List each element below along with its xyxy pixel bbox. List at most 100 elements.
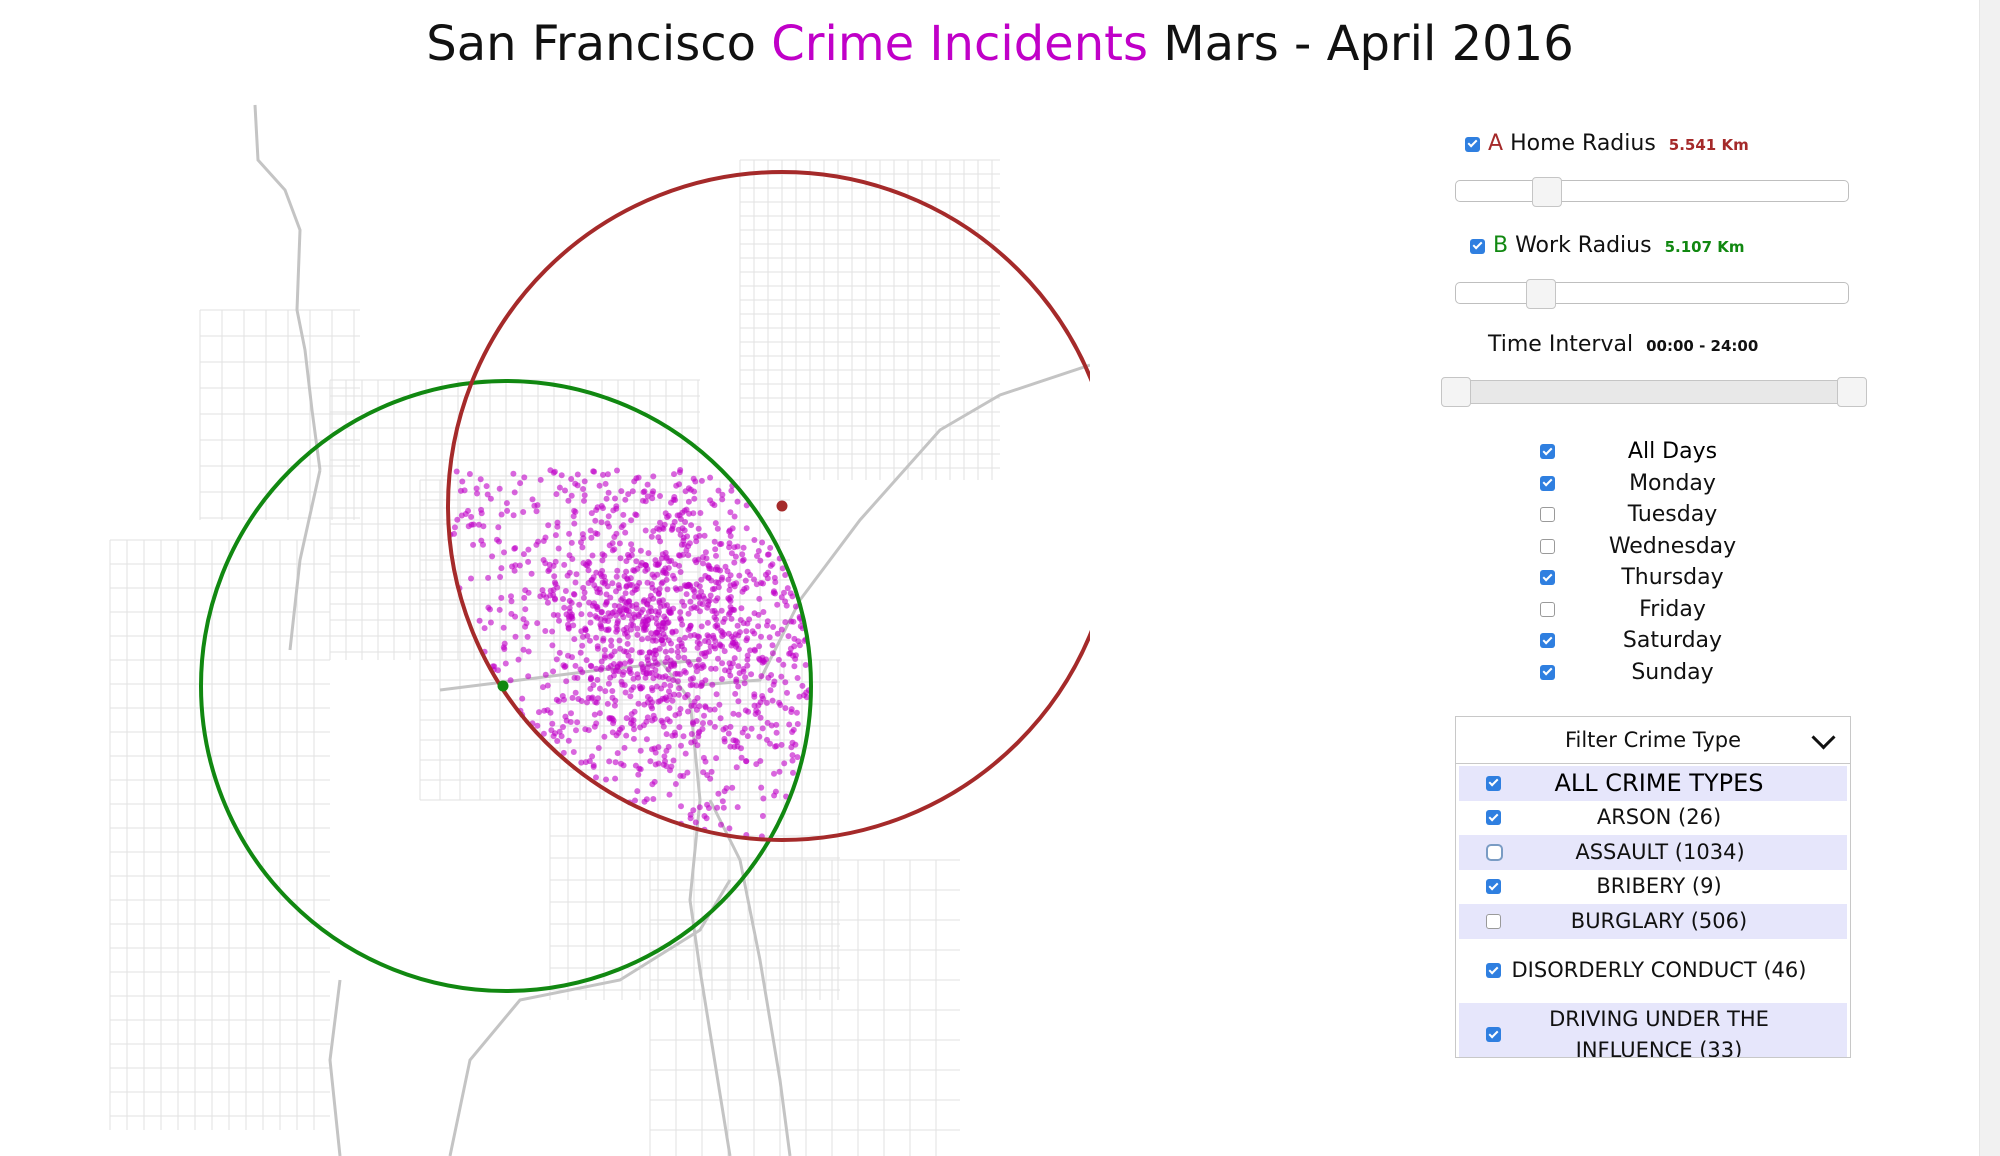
crime-type-checkbox[interactable] (1486, 843, 1503, 861)
day-item[interactable]: All Days (1540, 436, 1790, 468)
incident-point (580, 594, 587, 601)
incident-point (683, 506, 690, 513)
incident-point (739, 551, 746, 558)
day-item[interactable]: Monday (1540, 468, 1790, 500)
day-item[interactable]: Wednesday (1540, 531, 1790, 563)
incident-point (661, 695, 668, 702)
incident-point (570, 749, 577, 755)
crime-type-item[interactable]: ASSAULT (1034) (1459, 835, 1847, 870)
incident-point (667, 682, 674, 689)
page-scrollbar[interactable] (1979, 0, 2000, 1156)
incident-point (789, 757, 796, 764)
incident-point (510, 512, 517, 519)
work-marker[interactable] (497, 680, 509, 692)
incident-point (496, 485, 503, 492)
crime-type-checkbox[interactable] (1486, 963, 1501, 978)
day-checkbox[interactable] (1540, 601, 1555, 617)
crime-type-checkbox[interactable] (1486, 913, 1501, 929)
incident-point (696, 583, 703, 590)
incident-point (697, 510, 704, 516)
incident-point (562, 487, 568, 494)
day-checkbox[interactable] (1540, 633, 1555, 649)
map[interactable] (0, 100, 1090, 1156)
incident-point (597, 570, 604, 577)
street-block (199, 309, 360, 520)
incident-point (788, 618, 795, 625)
home-radius-checkbox[interactable] (1465, 136, 1480, 152)
day-checkbox[interactable] (1540, 444, 1555, 460)
work-radius-slider[interactable] (1455, 279, 1849, 309)
incident-point (572, 579, 579, 586)
day-item[interactable]: Friday (1540, 594, 1790, 626)
day-checkbox[interactable] (1540, 475, 1555, 491)
crime-type-label: DISORDERLY CONDUCT (46) (1511, 958, 1807, 982)
work-radius-checkbox[interactable] (1470, 238, 1485, 254)
incident-point (766, 634, 773, 641)
crime-type-checkbox[interactable] (1486, 879, 1501, 895)
crime-type-item[interactable]: BRIBERY (9) (1459, 870, 1847, 905)
work-radius-handle[interactable] (1526, 279, 1556, 309)
crime-type-checkbox[interactable] (1486, 810, 1501, 826)
home-radius-circle[interactable] (446, 170, 1090, 842)
chevron-down-icon[interactable] (1811, 725, 1836, 750)
day-item[interactable]: Saturday (1540, 625, 1790, 657)
crime-type-dropdown[interactable]: Filter Crime Type (1456, 717, 1850, 764)
incident-point (590, 468, 597, 475)
incident-point (655, 698, 662, 705)
home-radius-handle[interactable] (1532, 177, 1562, 207)
incident-point (637, 547, 644, 554)
incident-point (652, 557, 659, 564)
incident-point (580, 486, 587, 492)
day-checkbox[interactable] (1540, 507, 1555, 523)
incident-point (588, 675, 594, 682)
day-item[interactable]: Sunday (1540, 657, 1790, 689)
incident-point (598, 625, 605, 632)
crime-type-checkbox[interactable] (1486, 775, 1501, 791)
incident-point (783, 602, 790, 609)
work-radius-circle[interactable] (199, 379, 813, 993)
day-item[interactable]: Thursday (1540, 562, 1790, 594)
incident-point (676, 685, 683, 692)
incident-point (603, 776, 609, 783)
incident-point (780, 661, 787, 668)
crime-type-checkbox[interactable] (1486, 1027, 1501, 1042)
crime-type-label: BRIBERY (9) (1596, 874, 1722, 899)
time-interval-slider[interactable] (1441, 377, 1867, 407)
home-marker[interactable] (776, 500, 788, 512)
incident-point (782, 619, 789, 626)
incident-point (519, 695, 526, 702)
incident-point (468, 575, 474, 582)
time-start-handle[interactable] (1441, 377, 1471, 407)
incident-point (756, 655, 763, 662)
incident-point (719, 643, 726, 650)
incident-point (573, 571, 580, 578)
incident-point (540, 730, 547, 737)
crime-type-item[interactable]: DRIVING UNDER THE INFLUENCE (33) (1459, 1002, 1847, 1057)
crime-type-item[interactable]: ALL CRIME TYPES (1459, 766, 1847, 801)
incident-point (668, 763, 675, 770)
crime-type-item[interactable]: BURGLARY (506) (1459, 904, 1847, 939)
day-item[interactable]: Tuesday (1540, 499, 1790, 531)
incident-point (674, 649, 681, 655)
work-letter: B (1493, 233, 1509, 258)
home-radius-slider[interactable] (1455, 177, 1849, 207)
incident-point (586, 637, 593, 644)
day-checkbox[interactable] (1540, 538, 1555, 554)
incident-point (791, 635, 798, 642)
incident-point (496, 606, 503, 613)
crime-type-item[interactable]: ARSON (26) (1459, 801, 1847, 836)
incident-point (612, 495, 618, 502)
day-checkbox[interactable] (1540, 664, 1555, 680)
crime-type-item[interactable]: DISORDERLY CONDUCT (46) (1459, 939, 1847, 1003)
incident-point (742, 674, 749, 681)
incident-point (716, 701, 723, 708)
incident-point (693, 663, 700, 670)
incident-point (734, 743, 741, 750)
incident-point (698, 588, 705, 595)
incident-point (685, 498, 692, 505)
incident-point (691, 588, 698, 595)
incident-point (626, 598, 633, 605)
day-checkbox[interactable] (1540, 570, 1555, 586)
time-end-handle[interactable] (1837, 377, 1867, 407)
incident-point (735, 663, 742, 670)
